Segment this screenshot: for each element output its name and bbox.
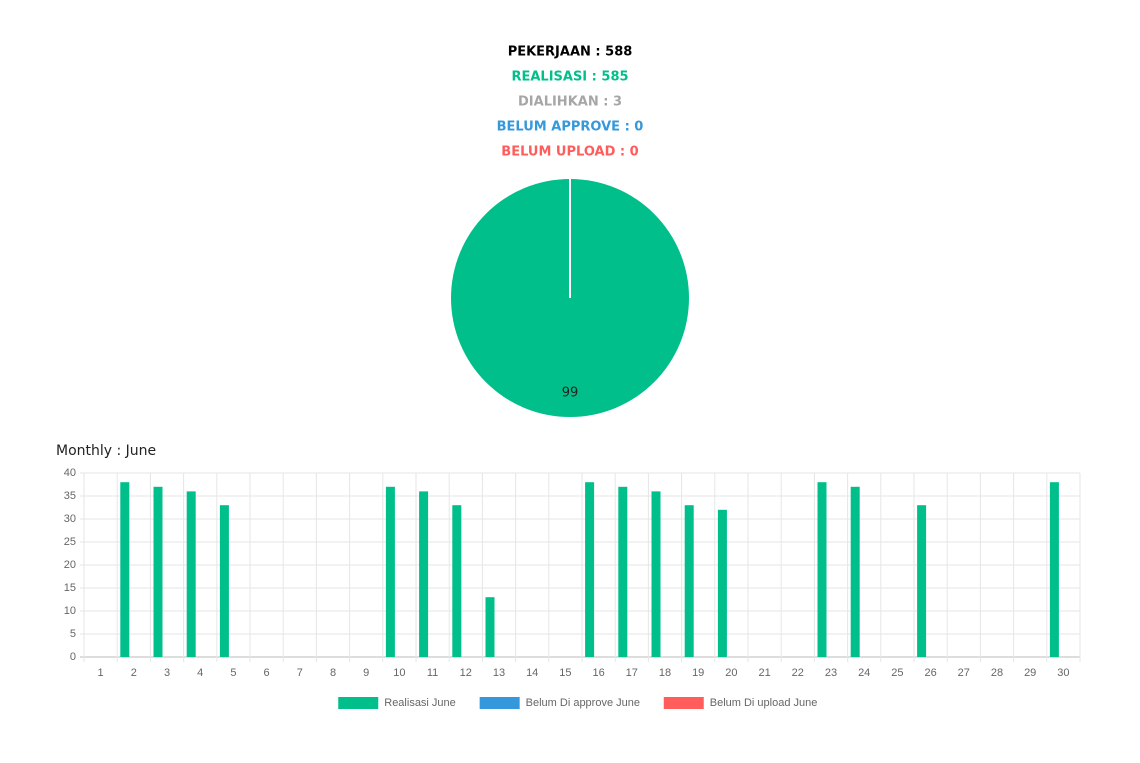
- x-tick-label: 17: [626, 667, 638, 679]
- y-tick-label: 0: [70, 651, 76, 663]
- x-tick-label: 25: [891, 667, 903, 679]
- y-tick-label: 35: [64, 490, 76, 502]
- x-tick-label: 10: [393, 667, 405, 679]
- x-tick-label: 18: [659, 667, 671, 679]
- x-tick-label: 8: [330, 667, 336, 679]
- y-tick-label: 5: [70, 628, 76, 640]
- summary-line: DIALIHKAN : 3: [518, 95, 622, 110]
- legend-label: Realisasi June: [384, 697, 456, 709]
- x-tick-label: 3: [164, 667, 170, 679]
- y-tick-label: 25: [64, 536, 76, 548]
- x-tick-label: 7: [297, 667, 303, 679]
- x-tick-label: 14: [526, 667, 538, 679]
- bar: [120, 482, 130, 657]
- x-tick-label: 4: [197, 667, 203, 679]
- x-tick-label: 12: [460, 667, 472, 679]
- x-tick-label: 30: [1057, 667, 1069, 679]
- legend-swatch: [338, 697, 379, 709]
- bar: [585, 482, 595, 657]
- y-tick-label: 10: [64, 605, 76, 617]
- x-tick-label: 29: [1024, 667, 1036, 679]
- x-tick-label: 20: [725, 667, 737, 679]
- x-tick-label: 5: [230, 667, 236, 679]
- x-tick-label: 16: [592, 667, 604, 679]
- y-tick-label: 30: [64, 513, 76, 525]
- x-tick-label: 22: [792, 667, 804, 679]
- legend-label: Belum Di approve June: [526, 697, 640, 709]
- summary-line: BELUM APPROVE : 0: [497, 120, 644, 135]
- x-tick-label: 2: [131, 667, 137, 679]
- summary-line: REALISASI : 585: [511, 70, 628, 85]
- bar: [917, 505, 927, 657]
- bar: [850, 486, 860, 657]
- x-tick-label: 27: [958, 667, 970, 679]
- bar: [618, 486, 628, 657]
- x-tick-label: 6: [264, 667, 270, 679]
- legend-swatch: [479, 697, 520, 709]
- slice-label: 99: [562, 386, 579, 401]
- x-tick-label: 21: [758, 667, 770, 679]
- x-tick-label: 13: [493, 667, 505, 679]
- summary-line: BELUM UPLOAD : 0: [501, 145, 638, 160]
- y-tick-label: 20: [64, 559, 76, 571]
- chart-title: Monthly : June: [56, 443, 156, 459]
- x-tick-label: 19: [692, 667, 704, 679]
- x-tick-label: 28: [991, 667, 1003, 679]
- bar: [419, 491, 429, 657]
- legend-swatch: [663, 697, 704, 709]
- y-tick-label: 15: [64, 582, 76, 594]
- x-tick-label: 1: [98, 667, 104, 679]
- bar: [219, 505, 229, 657]
- x-tick-label: 9: [363, 667, 369, 679]
- bar: [452, 505, 462, 657]
- bar: [385, 486, 395, 657]
- x-tick-label: 24: [858, 667, 870, 679]
- legend-label: Belum Di upload June: [710, 697, 818, 709]
- bar: [1049, 482, 1059, 657]
- x-tick-label: 15: [559, 667, 571, 679]
- bar: [485, 597, 495, 657]
- bar: [684, 505, 694, 657]
- x-tick-label: 26: [924, 667, 936, 679]
- bar: [817, 482, 827, 657]
- summary-line: PEKERJAAN : 588: [508, 45, 633, 60]
- bar: [186, 491, 196, 657]
- bar: [717, 509, 727, 657]
- x-tick-label: 23: [825, 667, 837, 679]
- bar: [651, 491, 661, 657]
- y-tick-label: 40: [64, 467, 76, 479]
- x-tick-label: 11: [427, 667, 438, 679]
- bar: [153, 486, 163, 657]
